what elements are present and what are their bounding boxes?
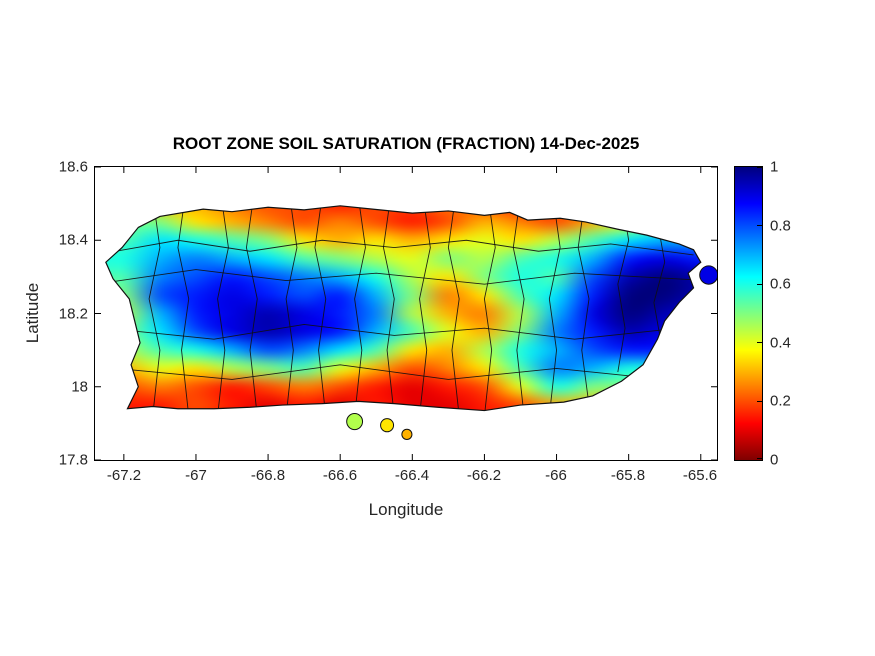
x-tick-label: -66.8 xyxy=(250,467,286,484)
colorbar-tick-label: 0.6 xyxy=(770,275,791,293)
colorbar-tick-label: 0 xyxy=(770,451,779,469)
colorbar-gradient xyxy=(735,167,762,460)
x-tick-label: -66 xyxy=(545,467,567,484)
x-tick-label: -66.2 xyxy=(466,467,502,484)
x-tick-label: -66.6 xyxy=(322,467,358,484)
colorbar-tick-label: 0.8 xyxy=(770,217,791,235)
chart-title: ROOT ZONE SOIL SATURATION (FRACTION) 14-… xyxy=(172,134,640,153)
colorbar-tick-label: 1 xyxy=(770,158,779,176)
colorbar-tick xyxy=(757,342,762,344)
x-axis-label: Longitude xyxy=(368,500,444,519)
y-tick-label: 18.2 xyxy=(58,305,88,323)
colorbar-tick xyxy=(757,283,762,285)
x-tick-label: -65.6 xyxy=(682,467,718,484)
colorbar-tick-label: 0.2 xyxy=(770,392,791,410)
colorbar-tick xyxy=(757,400,762,402)
colorbar-tick xyxy=(757,167,762,168)
y-tick-label: 18.4 xyxy=(58,231,88,249)
x-tick-label: -67.2 xyxy=(106,467,142,484)
y-tick-label: 18 xyxy=(71,378,88,396)
y-axis-label: Latitude xyxy=(23,282,42,344)
colorbar-tick xyxy=(757,225,762,227)
x-tick-label: -66.4 xyxy=(394,467,430,484)
colorbar-tick-label: 0.4 xyxy=(770,334,791,352)
x-tick-label: -67 xyxy=(185,467,207,484)
y-tick-label: 18.6 xyxy=(58,158,88,176)
x-tick-label: -65.8 xyxy=(610,467,646,484)
y-tick-label: 17.8 xyxy=(58,451,88,469)
colorbar-tick xyxy=(757,458,762,459)
colorbar xyxy=(734,166,763,461)
heatmap-canvas xyxy=(95,167,717,460)
